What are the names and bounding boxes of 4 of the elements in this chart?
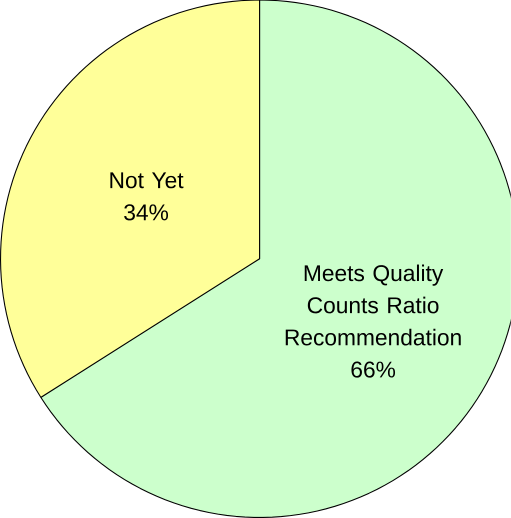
slice-label: Meets Quality Counts Ratio Recommendation [286, 264, 461, 346]
data-label: 34% [124, 204, 168, 220]
data-label: 66% [352, 362, 396, 378]
slice-label: Not Yet [110, 172, 184, 188]
